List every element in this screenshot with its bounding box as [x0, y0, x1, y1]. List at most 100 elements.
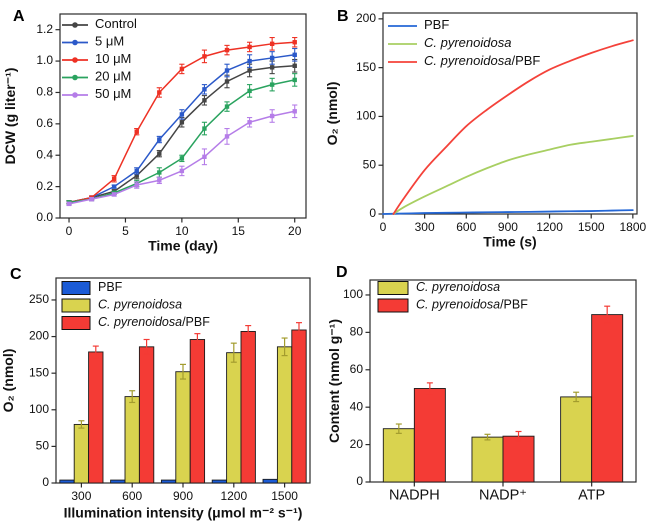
marker — [269, 65, 275, 70]
marker — [202, 154, 207, 159]
marker — [134, 173, 139, 178]
marker — [157, 151, 162, 156]
bar — [110, 479, 126, 484]
marker — [66, 201, 72, 207]
marker — [89, 196, 94, 202]
x-tick-label: 1200 — [536, 220, 563, 234]
x-tick-label: ATP — [578, 488, 605, 504]
axis-ticks — [51, 299, 286, 488]
marker — [179, 120, 185, 125]
bar — [138, 346, 155, 484]
y-tick-label: 200 — [29, 329, 49, 343]
marker — [134, 182, 139, 188]
axis-ticks — [365, 294, 593, 487]
x-tick-label: 600 — [122, 489, 142, 503]
x-tick-label: NADPH — [389, 488, 440, 504]
legend: Control 5 μM 10 μM 20 μM 50 μM — [62, 16, 137, 101]
legend-label: 20 μM — [95, 69, 131, 84]
x-tick-label: 5 — [122, 224, 129, 238]
series-0 — [382, 209, 634, 215]
y-axis-label: DCW (g liter⁻¹) — [2, 68, 18, 165]
marker — [157, 178, 162, 183]
x-tick-label: NADP⁺ — [479, 488, 527, 504]
marker — [224, 104, 230, 109]
y-tick-label: 0.6 — [36, 116, 53, 130]
marker — [224, 47, 230, 53]
legend: C. pyrenoidosa C. pyrenoidosa/PBF — [377, 280, 528, 313]
y-tick-label: 0.4 — [36, 147, 53, 161]
y-axis-label: Content (nmol g⁻¹) — [326, 319, 342, 443]
x-tick-label: 1500 — [578, 220, 605, 234]
series-line — [392, 135, 634, 215]
bar — [211, 479, 228, 484]
legend-marker — [72, 39, 78, 46]
y-axis-label: O₂ (nmol) — [324, 82, 340, 146]
panel-label-b: B — [337, 8, 349, 25]
marker — [247, 120, 252, 125]
marker — [247, 68, 252, 73]
bar — [124, 396, 140, 484]
legend-swatch — [61, 316, 91, 330]
y-tick-label: 50 — [363, 157, 377, 171]
y-axis-label: O₂ (nmol) — [0, 349, 16, 413]
bar — [560, 396, 593, 483]
x-tick-label: 300 — [71, 489, 91, 503]
plot-frame — [382, 12, 638, 215]
axis-ticks — [55, 29, 296, 223]
series-4 — [66, 104, 298, 207]
legend-label: PBF — [424, 17, 449, 32]
y-tick-label: 250 — [29, 292, 49, 306]
marker — [224, 68, 230, 73]
legend-label: 10 μM — [95, 51, 131, 66]
legend-marker — [72, 22, 78, 28]
x-tick-label: 900 — [498, 220, 518, 234]
legend-swatch — [377, 298, 409, 313]
panel-a-chart: 0 5 10 15 20 0.0 0.2 0.4 0.6 0.8 1.0 1.2 Time (day) D… — [2, 13, 307, 253]
marker — [292, 40, 297, 45]
marker — [269, 113, 275, 119]
axis-tick-labels: 0 5 10 15 20 0.0 0.2 0.4 0.6 0.8 1.0 1.2 — [36, 22, 301, 238]
bar — [413, 388, 446, 483]
bar — [262, 478, 278, 484]
bar — [59, 479, 75, 484]
y-tick-label: 20 — [350, 437, 364, 451]
x-tick-label: 900 — [173, 489, 193, 503]
legend-label: C. pyrenoidosa — [98, 298, 182, 312]
marker — [111, 176, 117, 181]
bar — [471, 436, 504, 483]
x-tick-label: 1800 — [619, 220, 646, 234]
marker — [292, 52, 297, 57]
bar — [591, 314, 624, 483]
y-tick-label: 150 — [356, 60, 376, 74]
series-0 — [382, 391, 593, 483]
marker — [179, 112, 185, 117]
marker — [292, 109, 297, 114]
y-tick-label: 1.0 — [36, 53, 53, 67]
marker — [202, 126, 207, 131]
y-tick-label: 150 — [29, 365, 49, 379]
y-tick-label: 100 — [343, 287, 363, 301]
legend-swatch — [377, 281, 409, 295]
panel-b-chart: 0 300 600 900 1200 1500 1800 0 50 100 150 200 Time (… — [324, 11, 647, 249]
marker — [224, 134, 230, 139]
series-line — [392, 39, 634, 215]
legend-label: 5 μM — [95, 34, 124, 49]
marker — [202, 98, 207, 103]
y-tick-label: 80 — [350, 325, 364, 339]
x-tick-label: 0 — [380, 220, 387, 234]
marker — [157, 137, 162, 142]
legend: PBF C. pyrenoidosa C. pyrenoidosa/PBF — [61, 280, 210, 330]
legend-label: C. pyrenoidosa — [416, 280, 500, 294]
legend-marker — [72, 57, 78, 63]
legend-label: C. pyrenoidosa/PBF — [98, 315, 210, 329]
panel-label-c: C — [10, 266, 22, 283]
legend-label: PBF — [98, 280, 123, 294]
bar — [73, 423, 90, 484]
bar — [382, 428, 415, 483]
y-tick-label: 0 — [369, 206, 376, 220]
bar — [88, 351, 104, 484]
panel-d-chart: NADPH NADP⁺ ATP 0 20 40 60 80 100 Content (nmol g… — [326, 279, 637, 504]
bar — [189, 339, 206, 484]
marker — [202, 54, 207, 59]
